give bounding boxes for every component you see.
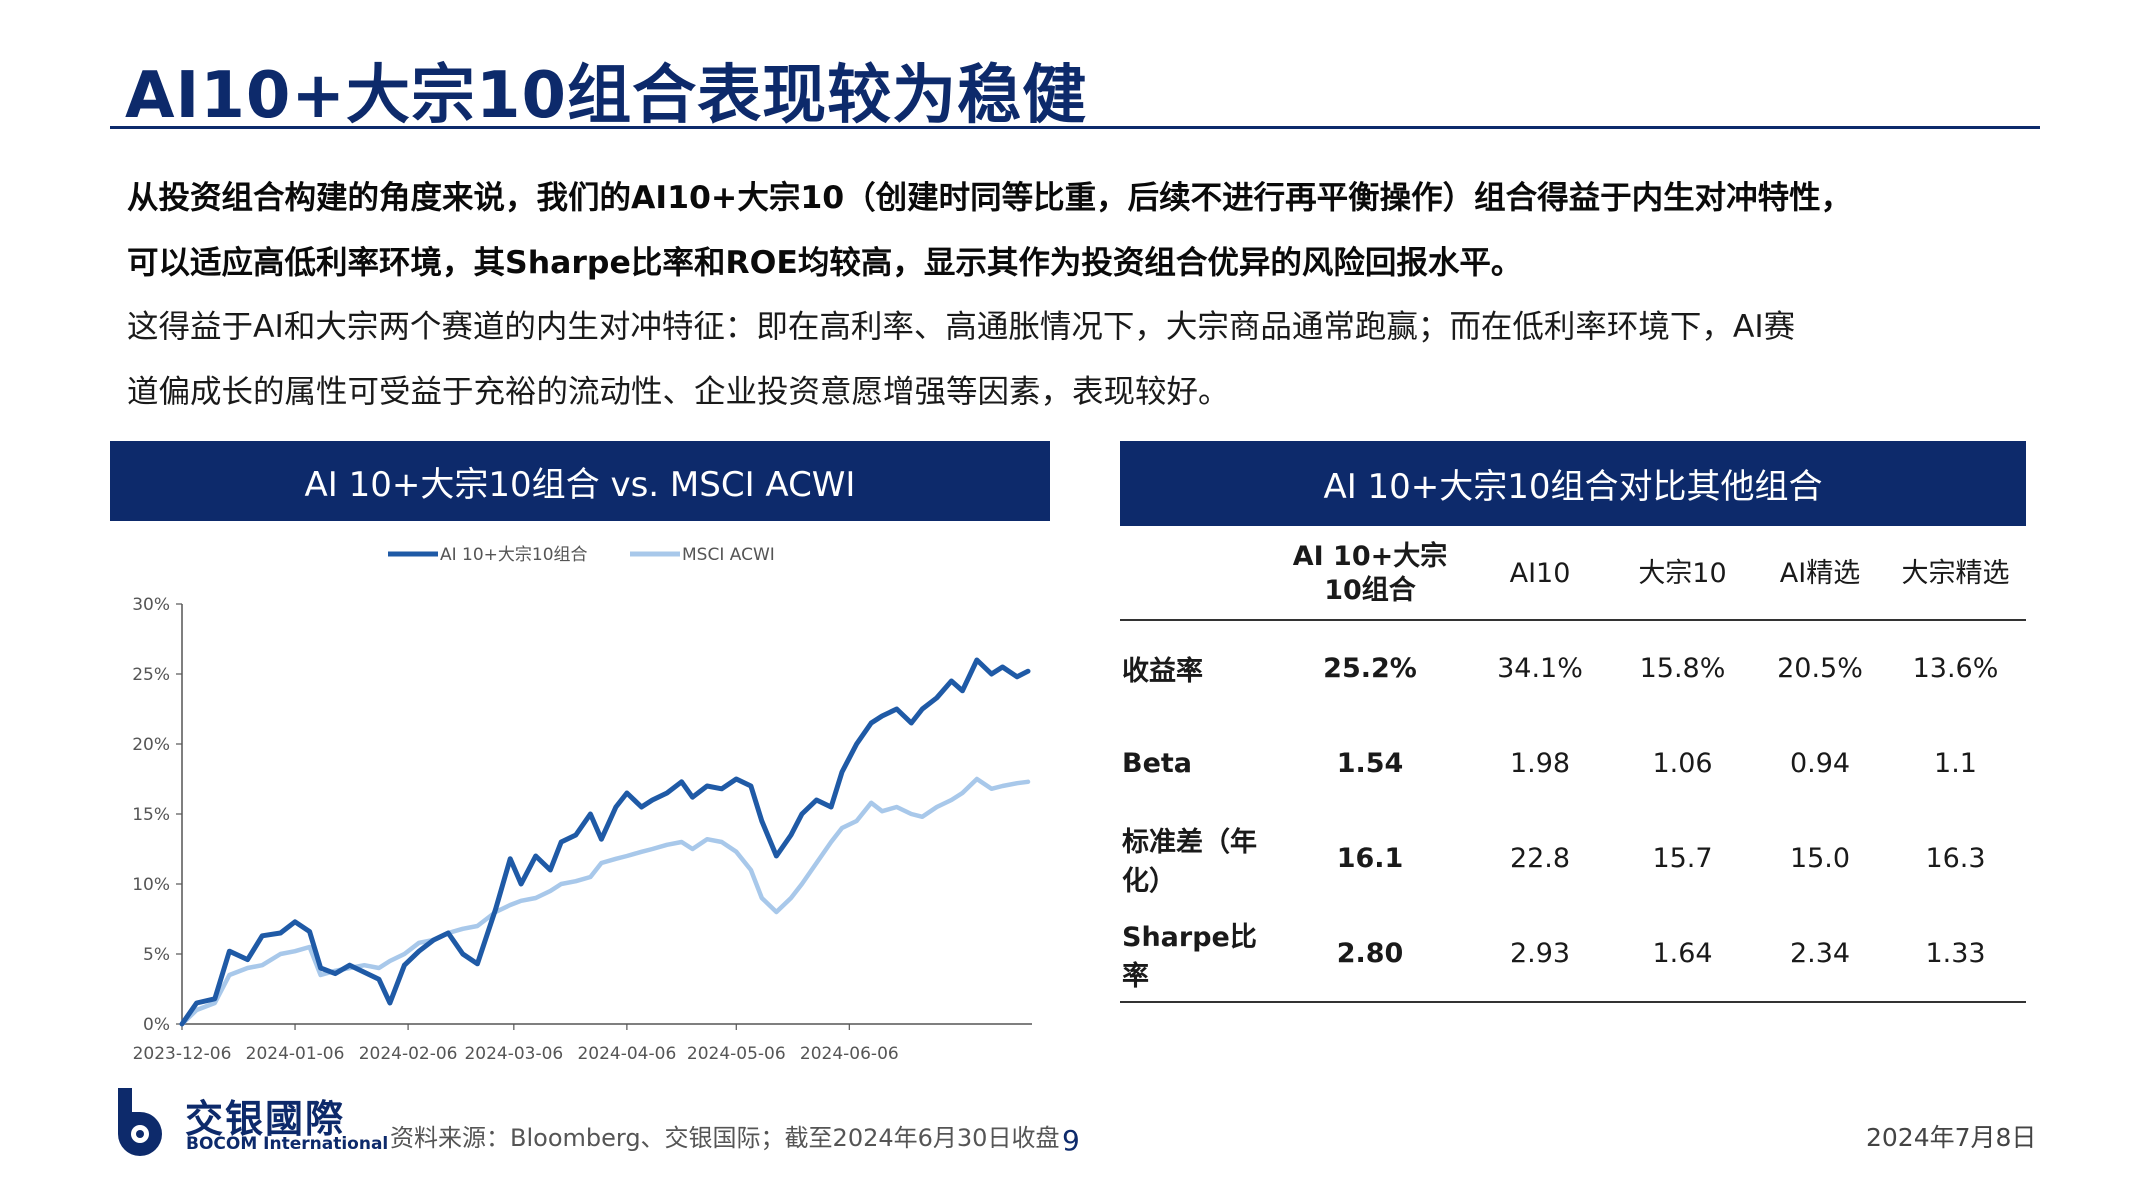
metric-label: Beta (1122, 748, 1193, 779)
table-row: Beta 1.54 1.98 1.06 0.94 1.1 (1120, 716, 2026, 811)
table-cell: 25.2% (1323, 653, 1417, 684)
table-cell: 1.33 (1885, 906, 2026, 1003)
metric-label: 收益率 (1122, 656, 1203, 687)
table-cell: 0.94 (1789, 748, 1851, 779)
y-tick-label: 20% (132, 735, 170, 755)
intro-line-3: 这得益于AI和大宗两个赛道的内生对冲特征：即在高利率、高通胀情况下，大宗商品通常… (127, 309, 1796, 345)
table-cell: 20.5% (1777, 653, 1863, 684)
table-cell: 15.0 (1789, 843, 1851, 874)
y-tick-label: 0% (143, 1015, 170, 1035)
bocom-logo-icon (118, 1088, 162, 1156)
x-tick-label: 2024-05-06 (687, 1044, 786, 1064)
report-date: 2024年7月8日 (1866, 1123, 2037, 1152)
legend-label: AI 10+大宗10组合 (440, 545, 588, 565)
table-cell: 13.6% (1912, 653, 1999, 684)
table-header-row: AI 10+大宗10组合 AI10 大宗10 AI精选 大宗精选 (1120, 528, 2026, 621)
x-tick-label: 2024-02-06 (359, 1044, 458, 1064)
y-tick-label: 30% (132, 595, 170, 615)
x-tick-label: 2023-12-06 (133, 1044, 232, 1064)
table-cell: 1.54 (1336, 748, 1404, 779)
table-cell: 1.98 (1509, 748, 1571, 779)
page-number: 9 (1062, 1124, 1080, 1157)
intro-line-2: 可以适应高低利率环境，其Sharpe比率和ROE均较高，显示其作为投资组合优异的… (127, 244, 1523, 281)
intro-line-1: 从投资组合构建的角度来说，我们的AI10+大宗10（创建时同等比重，后续不进行再… (127, 180, 1853, 216)
logo-chinese-name: 交银國際 (185, 1097, 346, 1141)
series-line (179, 776, 1031, 1027)
y-tick-label: 25% (132, 665, 170, 685)
table-cell: 16.1 (1336, 843, 1404, 874)
table-cell: 15.8% (1639, 653, 1726, 684)
chart-panel-title: AI 10+大宗10组合 vs. MSCI ACWI (110, 441, 1050, 521)
column-header: 大宗精选 (1885, 528, 2026, 621)
comparison-table: AI 10+大宗10组合 AI10 大宗10 AI精选 大宗精选 收益率 25.… (1120, 528, 2026, 1003)
series-line (179, 657, 1031, 1027)
column-header: 大宗10 (1610, 528, 1755, 621)
title-divider (110, 126, 2040, 129)
table-cell: 2.93 (1470, 906, 1610, 1003)
intro-text: 从投资组合构建的角度来说，我们的AI10+大宗10（创建时同等比重，后续不进行再… (127, 166, 2037, 424)
table-cell: 15.7 (1652, 843, 1713, 874)
table-cell: 16.3 (1925, 843, 1986, 874)
table-cell: 1.06 (1652, 748, 1713, 779)
x-tick-label: 2024-04-06 (577, 1044, 676, 1064)
logo-english-name: BOCOM International (186, 1134, 389, 1154)
x-tick-label: 2024-06-06 (800, 1044, 899, 1064)
x-tick-label: 2024-01-06 (246, 1044, 345, 1064)
table-cell: 34.1% (1497, 653, 1583, 684)
y-tick-label: 15% (132, 805, 170, 825)
column-header: AI10 (1470, 528, 1610, 621)
column-header: AI 10+大宗10组合 (1270, 528, 1470, 621)
y-tick-label: 5% (143, 945, 170, 965)
intro-line-4: 道偏成长的属性可受益于充裕的流动性、企业投资意愿增强等因素，表现较好。 (127, 373, 1230, 410)
table-cell: 2.80 (1270, 906, 1470, 1003)
legend-label: MSCI ACWI (682, 545, 775, 565)
table-cell: 1.1 (1934, 748, 1977, 779)
source-note: 资料来源：Bloomberg、交银国际；截至2024年6月30日收盘 (390, 1124, 1060, 1152)
y-tick-label: 10% (132, 875, 170, 895)
table-row: Sharpe比率 2.80 2.93 1.64 2.34 1.33 (1120, 906, 2026, 1003)
column-header (1120, 528, 1270, 621)
x-tick-label: 2024-03-06 (464, 1044, 563, 1064)
column-header: AI精选 (1755, 528, 1885, 621)
page-title: AI10+大宗10组合表现较为稳健 (125, 59, 1088, 133)
table-cell: 1.64 (1610, 906, 1755, 1003)
metric-label: 标准差（年化） (1122, 826, 1257, 897)
table-panel-title: AI 10+大宗10组合对比其他组合 (1120, 441, 2026, 526)
table-cell: 22.8 (1509, 843, 1571, 874)
performance-line-chart: 0% 5% 10% 15% 20% 25% 30% 2023-12-06 2024-01-06 2… (132, 545, 1032, 1064)
table-row: 标准差（年化） 16.1 22.8 15.7 15.0 16.3 (1120, 811, 2026, 906)
table-cell: 2.34 (1755, 906, 1885, 1003)
metric-label: Sharpe比率 (1120, 906, 1270, 1003)
table-row: 收益率 25.2% 34.1% 15.8% 20.5% 13.6% (1120, 620, 2026, 716)
